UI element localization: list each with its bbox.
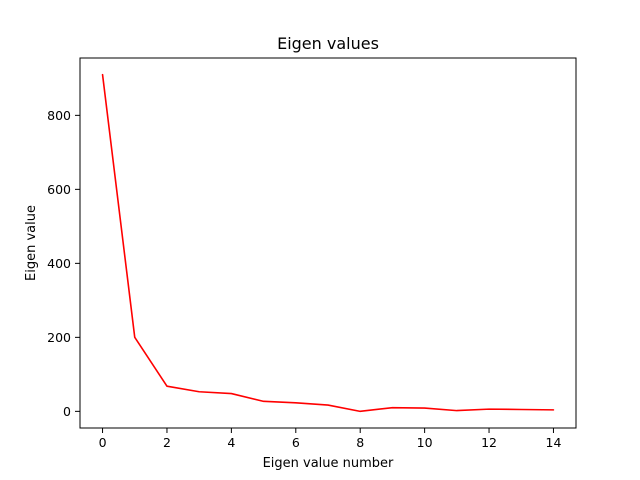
x-axis-ticks: 0 2 4 6 8 10 12 14 [99, 428, 562, 450]
y-tick-label: 400 [47, 256, 71, 271]
y-tick-label: 200 [47, 330, 71, 345]
x-tick-label: 4 [227, 435, 235, 450]
x-tick-label: 14 [546, 435, 562, 450]
x-tick-label: 2 [163, 435, 171, 450]
y-axis-label: Eigen value [24, 205, 39, 281]
x-tick-label: 0 [99, 435, 107, 450]
series-line [101, 73, 555, 413]
y-tick-label: 0 [63, 404, 71, 419]
chart-title: Eigen values [277, 34, 379, 53]
plot-area-frame [79, 57, 577, 429]
y-tick-label: 800 [47, 108, 71, 123]
x-tick-label: 6 [292, 435, 300, 450]
plot-marks [101, 73, 555, 413]
x-tick-label: 12 [481, 435, 497, 450]
y-axis-ticks: 0 200 400 600 800 [47, 108, 80, 419]
x-tick-label: 8 [356, 435, 364, 450]
x-tick-label: 10 [417, 435, 433, 450]
y-tick-label: 600 [47, 182, 71, 197]
x-axis-label: Eigen value number [263, 456, 394, 471]
